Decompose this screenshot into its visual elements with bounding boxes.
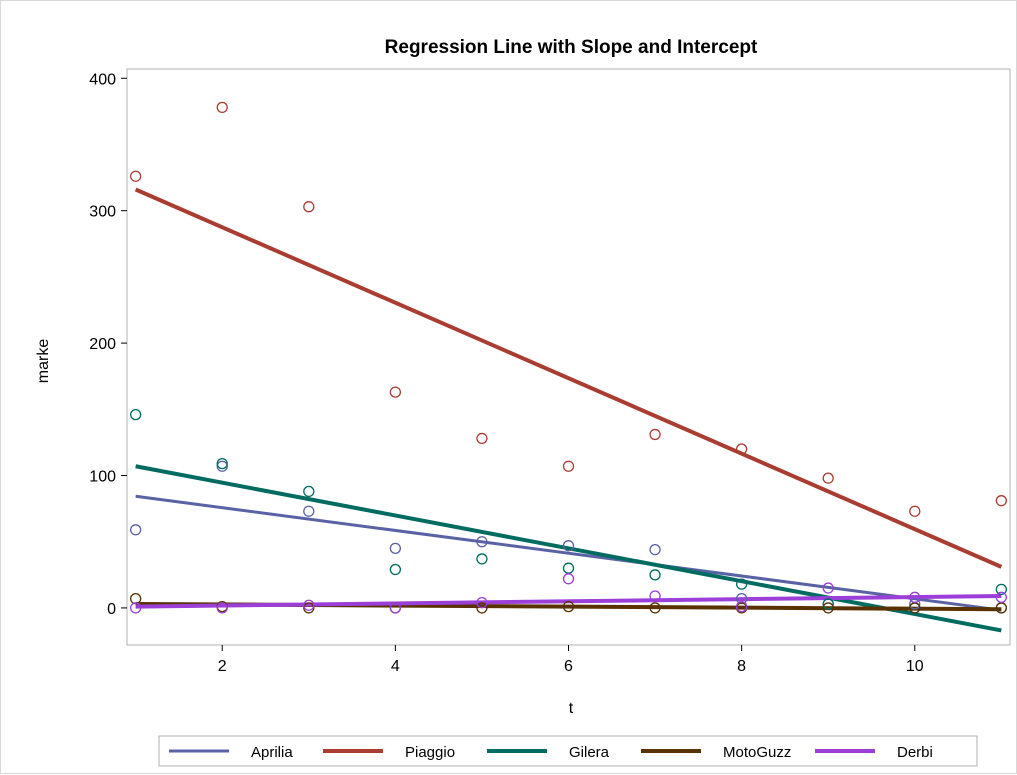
- gilera-point: [995, 583, 1007, 596]
- x-tick-label: 6: [564, 658, 573, 675]
- y-tick-label: 200: [89, 336, 116, 353]
- legend-label-gilera: Gilera: [569, 744, 610, 761]
- y-tick-label: 300: [89, 204, 116, 221]
- piaggio-point: [562, 460, 575, 472]
- motoguzz-point: [476, 602, 488, 614]
- x-tick-label: 8: [737, 658, 746, 675]
- motoguzz-point: [562, 600, 575, 613]
- piaggio-point: [735, 443, 748, 455]
- derbi-point: [735, 600, 748, 613]
- x-tick-label: 10: [906, 658, 924, 675]
- piaggio-point: [216, 101, 228, 114]
- gilera-regression-line: [135, 464, 1002, 633]
- derbi-point: [649, 590, 661, 602]
- aprilia-point: [476, 536, 488, 548]
- aprilia-regression-line: [135, 494, 1002, 612]
- y-tick-label: 0: [107, 601, 116, 618]
- legend-label-motoguzz: MotoGuzz: [723, 744, 791, 761]
- legend-label-derbi: Derbi: [897, 744, 933, 761]
- piaggio-point: [649, 428, 661, 441]
- aprilia-point: [909, 598, 921, 610]
- derbi-point: [822, 582, 834, 594]
- derbi-point: [909, 591, 921, 603]
- legend-label-aprilia: Aprilia: [251, 744, 293, 761]
- aprilia-point: [130, 524, 142, 536]
- y-tick-label: 100: [89, 469, 116, 486]
- piaggio-point: [995, 495, 1007, 507]
- derbi-point: [130, 602, 142, 614]
- aprilia-point: [216, 460, 228, 472]
- y-axis-label: marke: [35, 339, 52, 384]
- aprilia-point: [649, 544, 661, 556]
- motoguzz-point: [130, 593, 142, 605]
- derbi-point: [389, 602, 402, 614]
- chart-title: Regression Line with Slope and Intercept: [385, 37, 758, 58]
- aprilia-point: [562, 540, 575, 552]
- plot-area-border: [126, 68, 1011, 646]
- derbi-point: [562, 573, 575, 585]
- gilera-point: [822, 598, 834, 610]
- derbi-point: [476, 596, 488, 609]
- x-tick-label: 4: [391, 658, 400, 675]
- gilera-point: [562, 562, 575, 574]
- gilera-point: [389, 563, 402, 576]
- piaggio-point: [389, 386, 402, 398]
- x-axis-label: t: [569, 700, 574, 717]
- gilera-point: [649, 569, 661, 581]
- legend: Aprilia Piaggio Gilera MotoGuzz Derbi: [158, 735, 978, 767]
- plot-marks: [130, 101, 1007, 633]
- motoguzz-point: [822, 602, 834, 614]
- piaggio-point: [303, 201, 315, 213]
- gilera-point: [216, 457, 228, 470]
- x-tick-label: 2: [218, 658, 227, 675]
- gilera-point: [735, 578, 748, 590]
- gilera-point: [476, 553, 488, 565]
- piaggio-point: [476, 432, 488, 445]
- piaggio-regression-line: [134, 187, 1003, 569]
- aprilia-point: [735, 593, 748, 605]
- gilera-point: [303, 485, 315, 498]
- derbi-point: [303, 599, 315, 611]
- aprilia-point: [389, 542, 402, 554]
- piaggio-point: [822, 472, 834, 484]
- motoguzz-point: [649, 602, 661, 614]
- aprilia-point: [303, 505, 315, 517]
- piaggio-point: [909, 505, 921, 517]
- motoguzz-point: [303, 602, 315, 614]
- piaggio-point: [130, 170, 142, 182]
- y-tick-label: 400: [89, 71, 116, 88]
- gilera-point: [130, 408, 142, 421]
- derbi-point: [995, 591, 1007, 603]
- derbi-point: [216, 602, 228, 614]
- legend-label-piaggio: Piaggio: [405, 744, 455, 761]
